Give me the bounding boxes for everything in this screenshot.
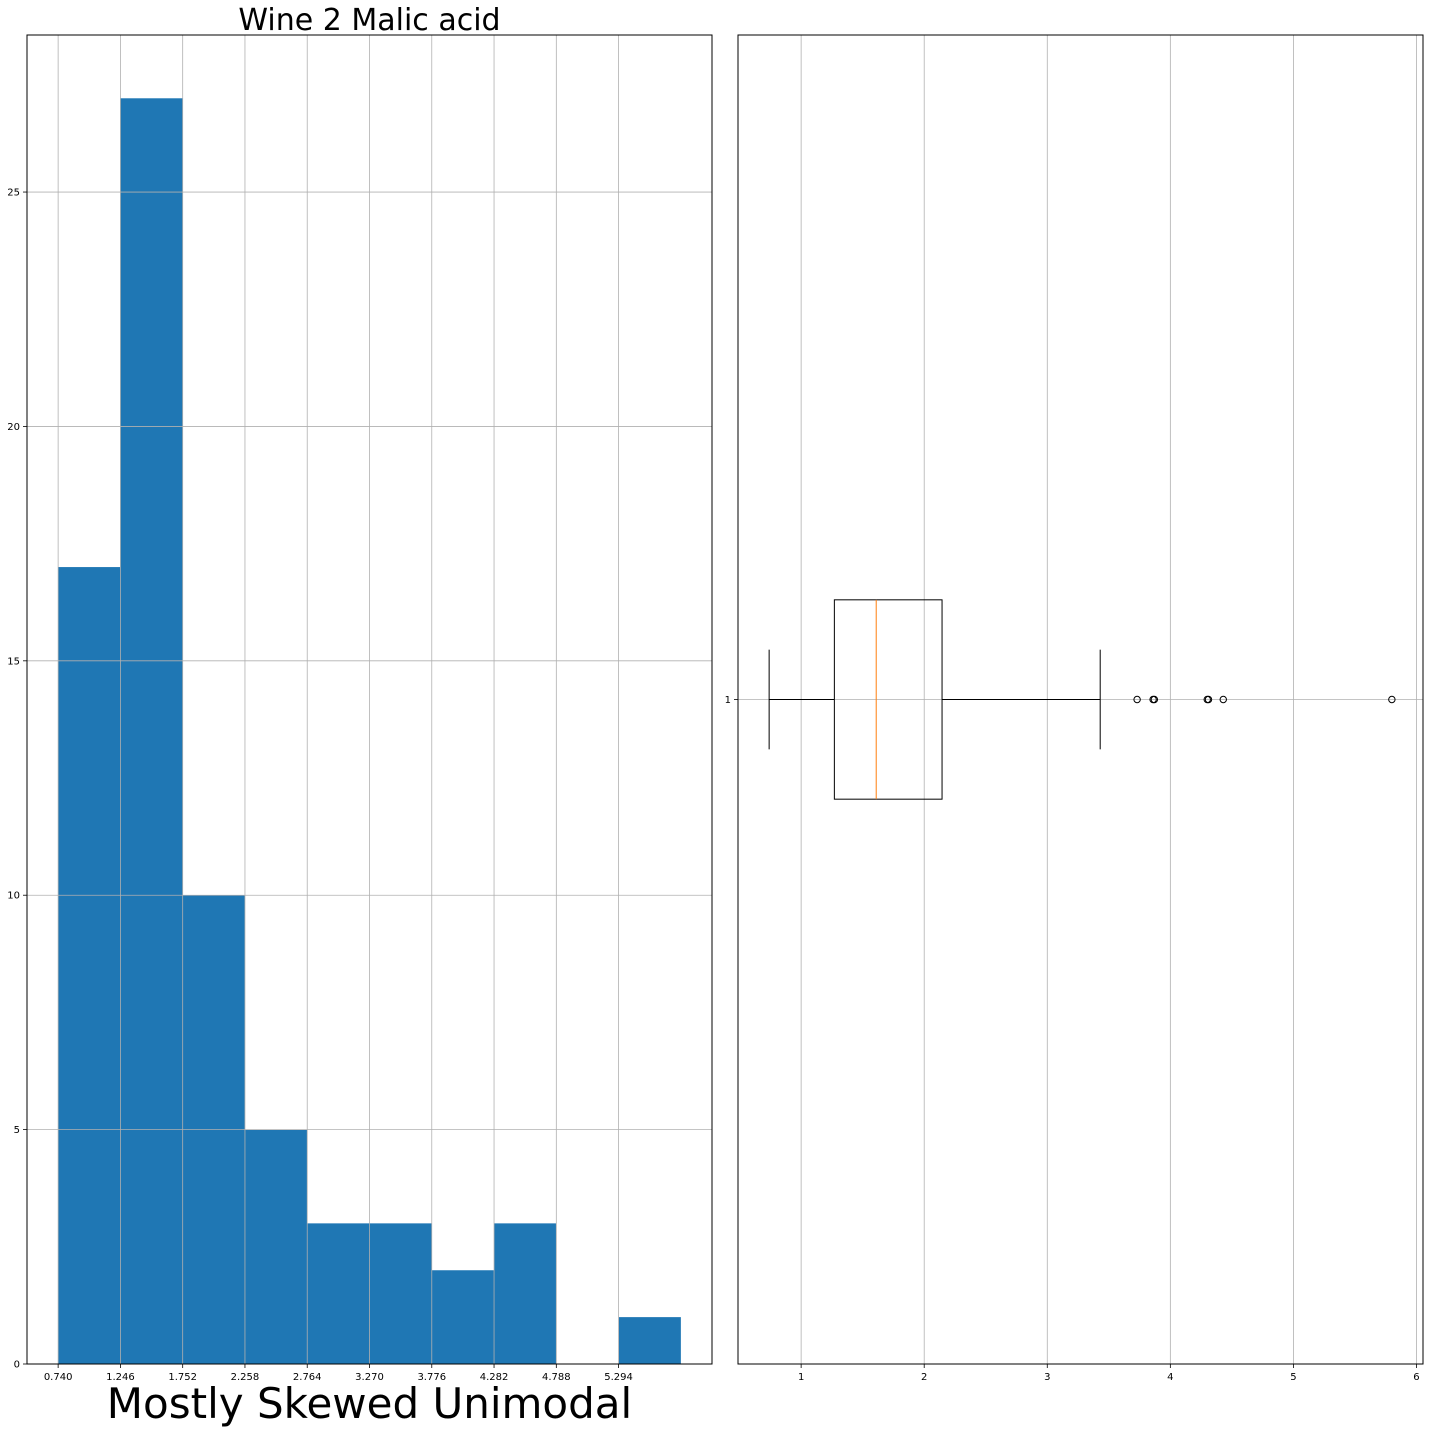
- x-tick-label: 3.270: [355, 1372, 384, 1383]
- y-tick-label: 25: [7, 188, 20, 199]
- x-tick-label: 1: [798, 1372, 804, 1383]
- y-tick-label: 5: [14, 1125, 20, 1136]
- outlier-point: [1219, 695, 1227, 704]
- y-tick-label: 1: [725, 695, 731, 706]
- y-tick-label: 20: [7, 422, 20, 433]
- outlier-point: [1150, 695, 1159, 704]
- x-tick-label: 4: [1167, 1372, 1173, 1383]
- histogram-bar: [307, 1223, 370, 1364]
- x-tick-label: 2.258: [231, 1372, 260, 1383]
- x-axis-label: Mostly Skewed Unimodal: [107, 1379, 632, 1428]
- chart-title: Wine 2 Malic acid: [238, 3, 500, 38]
- x-tick-label: 3.776: [417, 1372, 446, 1383]
- outlier-point: [1204, 695, 1213, 704]
- iqr-box: [833, 599, 943, 800]
- y-tick-label: 10: [7, 891, 20, 902]
- histogram-bar: [494, 1223, 557, 1364]
- histogram-bar: [431, 1270, 495, 1364]
- outlier-point: [1133, 695, 1141, 704]
- histogram-bar: [244, 1129, 308, 1364]
- histogram-bar: [120, 98, 183, 1364]
- y-tick-label: 0: [14, 1360, 20, 1371]
- y-tick-label: 15: [7, 656, 20, 667]
- x-tick-label: 4.282: [480, 1372, 509, 1383]
- histogram-bar: [369, 1223, 432, 1364]
- x-tick-label: 2: [921, 1372, 927, 1383]
- histogram-bar: [618, 1317, 681, 1364]
- x-tick-label: 4.788: [542, 1372, 571, 1383]
- boxplot-panel: 1 2 3 4 5 6 1: [725, 34, 1424, 1383]
- x-tick-label: 2.764: [293, 1372, 322, 1383]
- x-tick-label: 0.740: [44, 1372, 73, 1383]
- x-tick-label: 6: [1413, 1372, 1419, 1383]
- x-tick-label: 5.294: [604, 1372, 633, 1383]
- x-tick-label: 1.752: [168, 1372, 197, 1383]
- x-tick-label: 1.246: [106, 1372, 135, 1383]
- histogram-bar: [58, 567, 121, 1364]
- outlier-point: [1388, 695, 1396, 704]
- histogram-panel: 0.740 1.246 1.752 2.258 2.764 3.270 3.776 4.282…: [7, 3, 713, 1428]
- x-tick-label: 5: [1290, 1372, 1296, 1383]
- x-tick-label: 3: [1044, 1372, 1050, 1383]
